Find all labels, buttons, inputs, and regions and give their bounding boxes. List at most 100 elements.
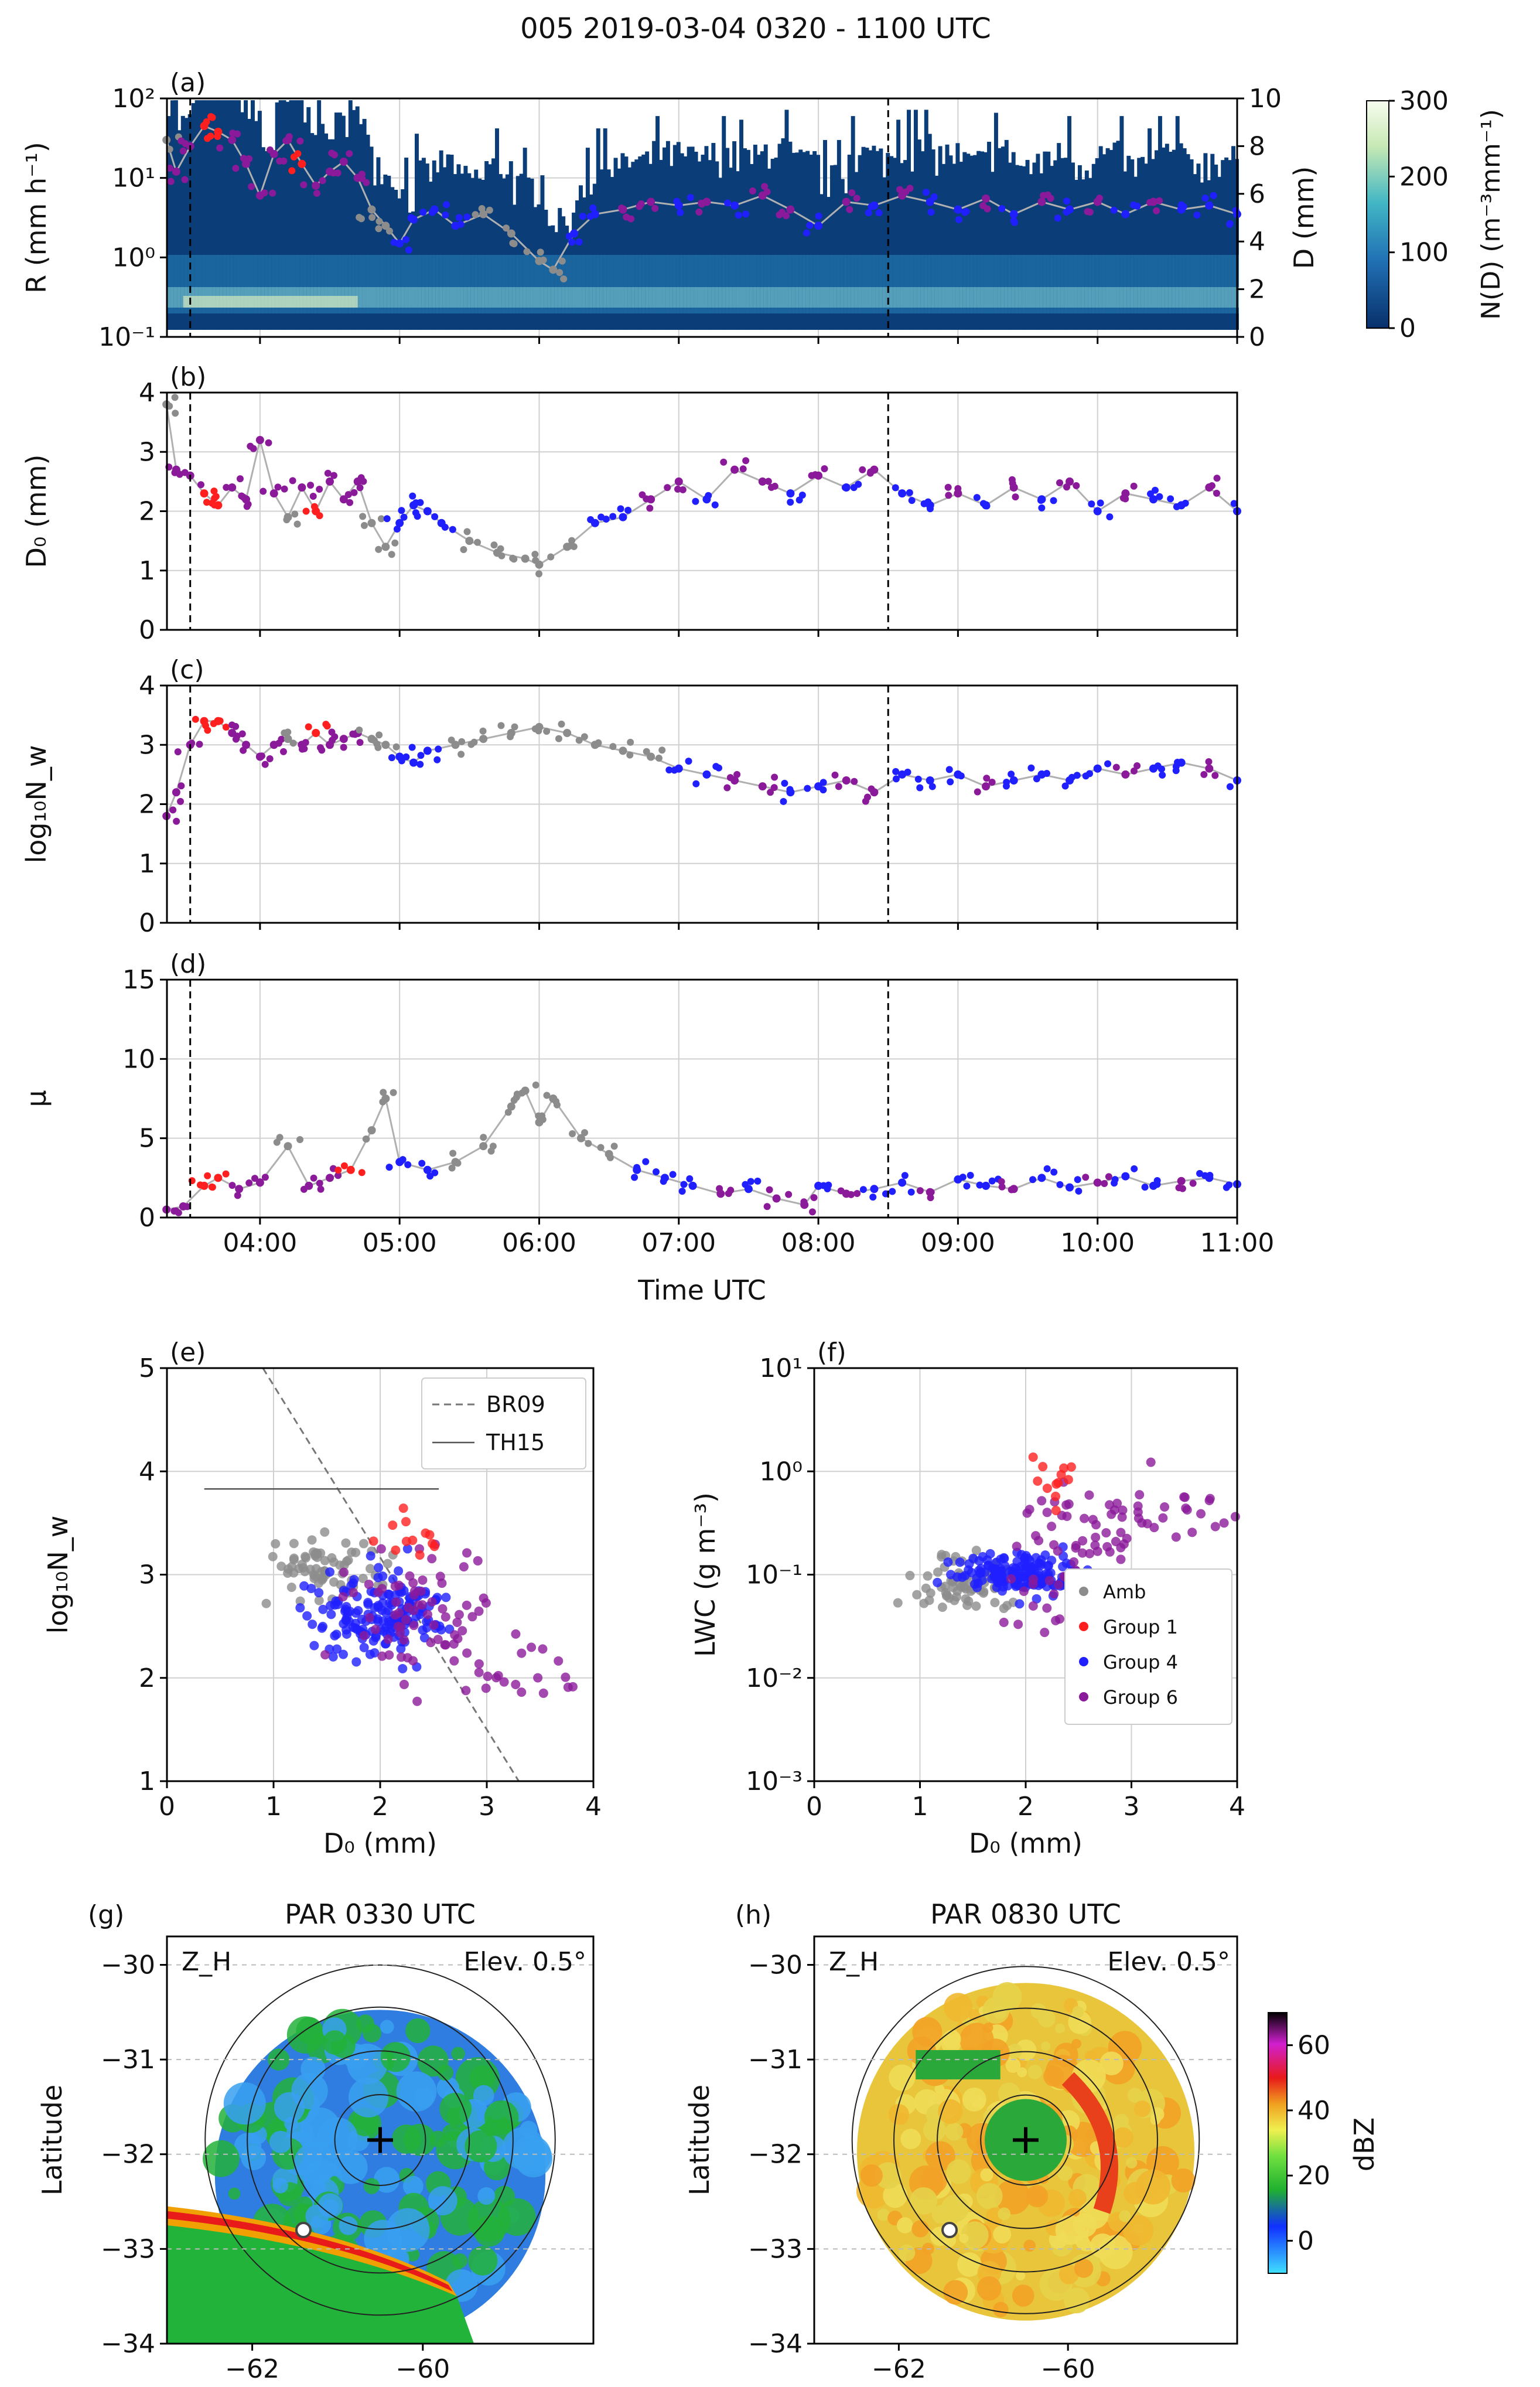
y-tick-label: −32: [748, 2140, 803, 2170]
data-point: [392, 743, 400, 751]
data-point: [316, 485, 323, 493]
data-point: [786, 205, 795, 214]
nd-bin: [1088, 178, 1092, 330]
scatter-point: [1149, 1523, 1159, 1533]
nd-bin-mid: [882, 255, 887, 313]
scatter-point: [339, 1567, 349, 1577]
nd-bin: [756, 155, 761, 330]
data-point: [380, 1089, 387, 1096]
data-point: [167, 178, 175, 185]
x-tick-label: −60: [1041, 2354, 1095, 2384]
data-point: [658, 746, 666, 754]
echo-cell: [269, 2130, 292, 2153]
nd-bin: [167, 116, 171, 330]
nd-bin-mid: [1032, 255, 1037, 313]
scatter-point: [1133, 1501, 1143, 1511]
nd-bin: [973, 155, 978, 330]
echo-cell: [228, 2187, 241, 2200]
scatter-point: [1088, 1515, 1098, 1525]
scatter-point: [409, 1590, 419, 1600]
data-point: [1063, 197, 1071, 205]
nd-bin: [1077, 165, 1082, 330]
legend-swatch: [1079, 1622, 1088, 1631]
nd-bin: [1105, 148, 1110, 330]
echo-cell: [998, 2207, 1011, 2221]
nd-bin-high: [931, 287, 935, 308]
nd-bin-high: [704, 287, 709, 308]
nd-bin-high: [823, 287, 827, 308]
nd-bin: [1064, 158, 1068, 330]
nd-bin-mid: [872, 255, 876, 313]
nd-bin-high: [1032, 287, 1037, 308]
scatter-point: [343, 1555, 353, 1565]
field-label: Z_H: [829, 1947, 879, 1977]
nd-bin-mid: [282, 255, 286, 313]
nd-bin-mid: [1231, 255, 1236, 313]
nd-bin: [1231, 146, 1236, 330]
nd-bin-high: [1172, 287, 1176, 308]
nd-bin: [498, 174, 503, 330]
data-point: [460, 545, 467, 553]
nd-bin-high: [554, 287, 559, 308]
scatter-point: [951, 1592, 961, 1602]
data-point: [329, 736, 336, 744]
data-point: [357, 215, 365, 223]
plot-frame: [166, 1935, 595, 2345]
x-tick-label: −60: [395, 2354, 450, 2384]
nd-bin-high: [987, 287, 991, 308]
scatter-point: [338, 1649, 348, 1659]
scatter-point: [1049, 1589, 1059, 1599]
scatter-point: [433, 1635, 443, 1645]
data-point: [296, 1136, 304, 1144]
nd-bin-high: [537, 287, 541, 308]
data-point: [210, 487, 218, 495]
data-point: [819, 779, 827, 786]
nd-bin: [585, 148, 590, 330]
nd-bin-high: [984, 287, 988, 308]
nd-bin: [1148, 128, 1152, 330]
nd-bin-high: [501, 287, 506, 308]
data-point: [798, 491, 806, 499]
data-point: [349, 730, 357, 738]
echo-cell: [301, 2057, 326, 2082]
nd-bin-mid: [1161, 255, 1166, 313]
range-ring: [290, 2050, 470, 2230]
scatter-point: [1119, 1539, 1129, 1549]
data-point: [381, 543, 390, 551]
nd-bin-high: [418, 287, 422, 308]
data-point: [1205, 201, 1214, 210]
colorbar-tick-label: 60: [1297, 2031, 1330, 2061]
echo-cell: [900, 2129, 921, 2150]
nd-bin-mid: [1200, 255, 1204, 313]
scatter-point: [440, 1640, 450, 1650]
y-tick-label: −30: [748, 1950, 803, 1980]
nd-bin: [1141, 156, 1145, 330]
scatter-point: [1032, 1594, 1042, 1604]
nd-bin-mid: [261, 255, 265, 313]
nd-bin-high: [739, 287, 744, 308]
nd-bin: [523, 148, 527, 330]
nd-bin: [198, 100, 203, 330]
scatter-point: [1116, 1554, 1126, 1564]
data-point: [1131, 1165, 1138, 1172]
nd-bin-high: [401, 287, 405, 308]
nd-bin-high: [1039, 287, 1044, 308]
nd-bin-mid: [1084, 255, 1089, 313]
data-point: [916, 784, 924, 792]
data-point: [449, 1150, 457, 1157]
data-point: [280, 157, 288, 165]
nd-bin-high: [362, 287, 367, 308]
data-point: [405, 246, 412, 254]
x-tick-label: 06:00: [502, 1228, 576, 1258]
nd-bin-mid: [1046, 255, 1051, 313]
data-point: [367, 519, 376, 527]
nd-bin-mid: [442, 255, 447, 313]
nd-bin-high: [676, 287, 681, 308]
nd-bin-mid: [976, 255, 981, 313]
nd-bin: [285, 101, 290, 330]
nd-bin-high: [1004, 287, 1009, 308]
data-point: [988, 1177, 996, 1185]
data-point: [761, 183, 769, 190]
nd-bin-mid: [1081, 255, 1085, 313]
